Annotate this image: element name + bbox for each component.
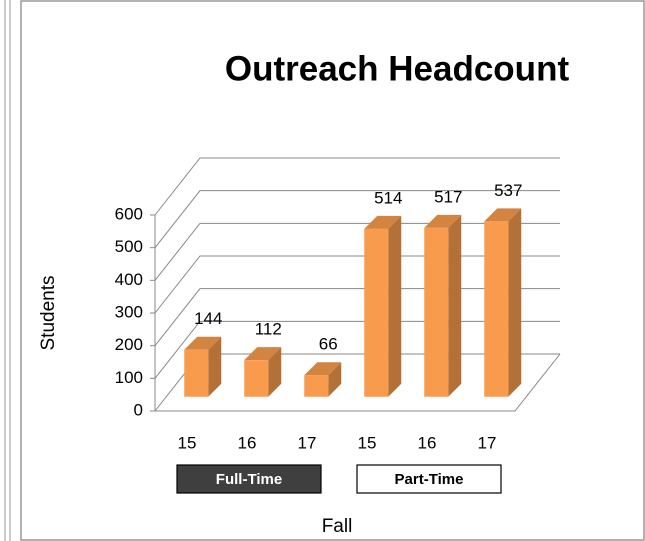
bar [424,227,449,397]
x-tick-label: 17 [478,433,497,452]
bar [364,228,389,397]
x-tick-label: 17 [298,433,317,452]
group-box [176,464,322,494]
bar-side [388,215,402,397]
bar [484,221,509,397]
bar-top [184,336,222,350]
data-label: 517 [434,187,462,206]
bar-side [268,347,282,397]
group-label: Part-Time [395,471,464,488]
bar-top [364,215,402,229]
data-label: 537 [494,181,522,200]
grid-line [154,190,560,248]
data-label: 514 [374,188,402,207]
bar-side [448,214,462,397]
bar-top [244,347,282,361]
x-tick-label: 15 [358,433,377,452]
bar-side [208,336,222,397]
data-label: 144 [194,309,222,328]
data-label: 112 [255,320,282,339]
bar-side [508,208,522,397]
bar [184,349,209,397]
group-box [356,464,502,494]
bar [304,375,329,397]
bar-top [304,362,342,376]
y-tick-label: 600 [115,204,143,223]
y-tick-label: 500 [115,237,143,256]
bar-side [328,362,342,397]
x-tick-label: 16 [418,433,437,452]
bar-top [424,214,462,228]
y-tick-label: 400 [115,270,143,289]
y-tick-label: 100 [115,368,143,387]
bar-top [484,208,522,222]
floor [155,353,561,412]
y-tick-label: 200 [115,335,143,354]
y-tick-label: 0 [134,400,143,419]
chart-title: Outreach Headcount [225,49,570,88]
data-label: 66 [319,335,338,354]
x-tick-label: 15 [178,433,197,452]
y-tick-label: 300 [115,302,143,321]
x-axis-label: Fall [322,516,353,537]
bar [244,360,269,397]
y-axis-label: Students [38,276,59,351]
grid-line [154,157,560,216]
group-label: Full-Time [216,471,282,488]
chart-frame [20,0,645,541]
x-tick-label: 16 [238,433,257,452]
